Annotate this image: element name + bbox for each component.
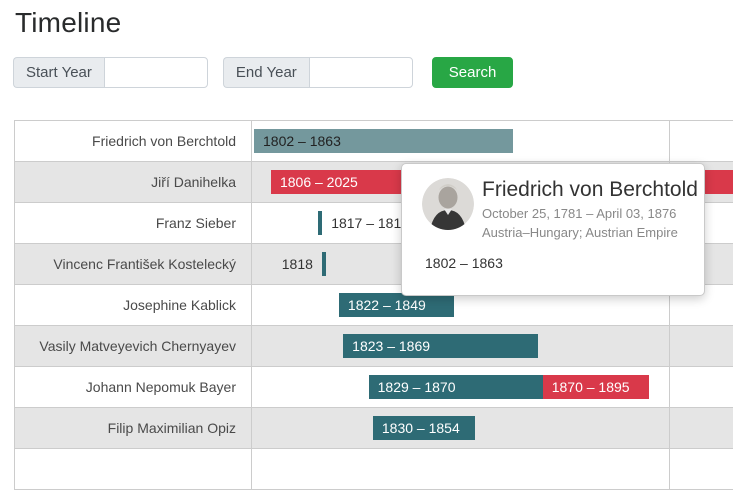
- timeline-row: Filip Maximilian Opiz 1830 – 1854: [15, 408, 733, 449]
- timeline-chart-cell: 1822 – 1849: [251, 285, 669, 325]
- tooltip-title: Friedrich von Berchtold: [482, 178, 698, 201]
- end-year-group: End Year: [222, 57, 413, 88]
- page-title: Timeline: [15, 7, 122, 38]
- timeline-row: Vasily Matveyevich Chernyayev 1823 – 1869: [15, 326, 733, 367]
- person-name-cell: Friedrich von Berchtold: [92, 133, 236, 149]
- timeline-row: Friedrich von Berchtold 1802 – 1863: [15, 121, 733, 162]
- filler-cell: [669, 121, 733, 161]
- timeline-bar[interactable]: 1829 – 1870: [368, 375, 543, 399]
- search-button[interactable]: Search: [431, 57, 514, 88]
- tooltip-text-block: Friedrich von Berchtold October 25, 1781…: [482, 178, 698, 241]
- filler-cell: [669, 449, 733, 489]
- person-tooltip: Friedrich von Berchtold October 25, 1781…: [401, 163, 705, 296]
- person-name-cell: Franz Sieber: [155, 215, 236, 231]
- timeline-bar[interactable]: 1830 – 1854: [372, 416, 475, 440]
- timeline-chart-cell: 1817 – 1818: [251, 203, 669, 243]
- end-year-label: End Year: [222, 57, 309, 88]
- filler-cell: [669, 367, 733, 407]
- timeline-bar[interactable]: 1823 – 1869: [343, 334, 539, 358]
- filler-cell: [669, 326, 733, 366]
- bar-label: 1818: [281, 256, 313, 272]
- filler-cell: [669, 285, 733, 325]
- tooltip-location: Austria–Hungary; Austrian Empire: [482, 225, 678, 241]
- timeline-bar[interactable]: 1822 – 1849: [338, 293, 454, 317]
- timeline-row: Johann Nepomuk Bayer 1829 – 1870 1870 – 18…: [15, 367, 733, 408]
- timeline-bar[interactable]: 1870 – 1895: [542, 375, 649, 399]
- person-name-cell: [15, 449, 251, 489]
- filter-toolbar: Start Year End Year Search: [13, 57, 514, 88]
- person-name-cell: Josephine Kablick: [123, 297, 236, 313]
- start-year-input[interactable]: [103, 57, 208, 88]
- start-year-group: Start Year: [13, 57, 208, 88]
- filler-cell: [669, 408, 733, 448]
- portrait-photo-icon: [422, 178, 474, 230]
- timeline-chart-cell: 1829 – 1870 1870 – 1895: [251, 367, 669, 407]
- person-name-cell: Vincenc František Kostelecký: [53, 256, 236, 272]
- timeline-chart-cell: 1818: [251, 244, 669, 284]
- person-name-cell: Jiří Danihelka: [151, 174, 236, 190]
- timeline-chart-cell: [251, 449, 669, 489]
- tooltip-period: 1802 – 1863: [425, 255, 503, 272]
- timeline-chart-cell: 1802 – 1863: [251, 121, 669, 161]
- timeline-chart-cell: 1830 – 1854: [251, 408, 669, 448]
- tooltip-life-dates: October 25, 1781 – April 03, 1876: [482, 206, 677, 222]
- end-year-input[interactable]: [308, 57, 413, 88]
- person-name-cell: Vasily Matveyevich Chernyayev: [39, 338, 236, 354]
- bar-label: 1817 – 1818: [331, 215, 410, 231]
- timeline-bar[interactable]: [317, 211, 323, 235]
- timeline-chart-cell: 1823 – 1869: [251, 326, 669, 366]
- tooltip-header: Friedrich von Berchtold October 25, 1781…: [422, 178, 698, 241]
- start-year-label: Start Year: [13, 57, 104, 88]
- person-name-cell: Johann Nepomuk Bayer: [85, 379, 236, 395]
- timeline-bar[interactable]: [321, 252, 327, 276]
- timeline-bar[interactable]: 1802 – 1863: [254, 129, 513, 153]
- person-name-cell: Filip Maximilian Opiz: [107, 420, 236, 436]
- timeline-row: [15, 449, 733, 490]
